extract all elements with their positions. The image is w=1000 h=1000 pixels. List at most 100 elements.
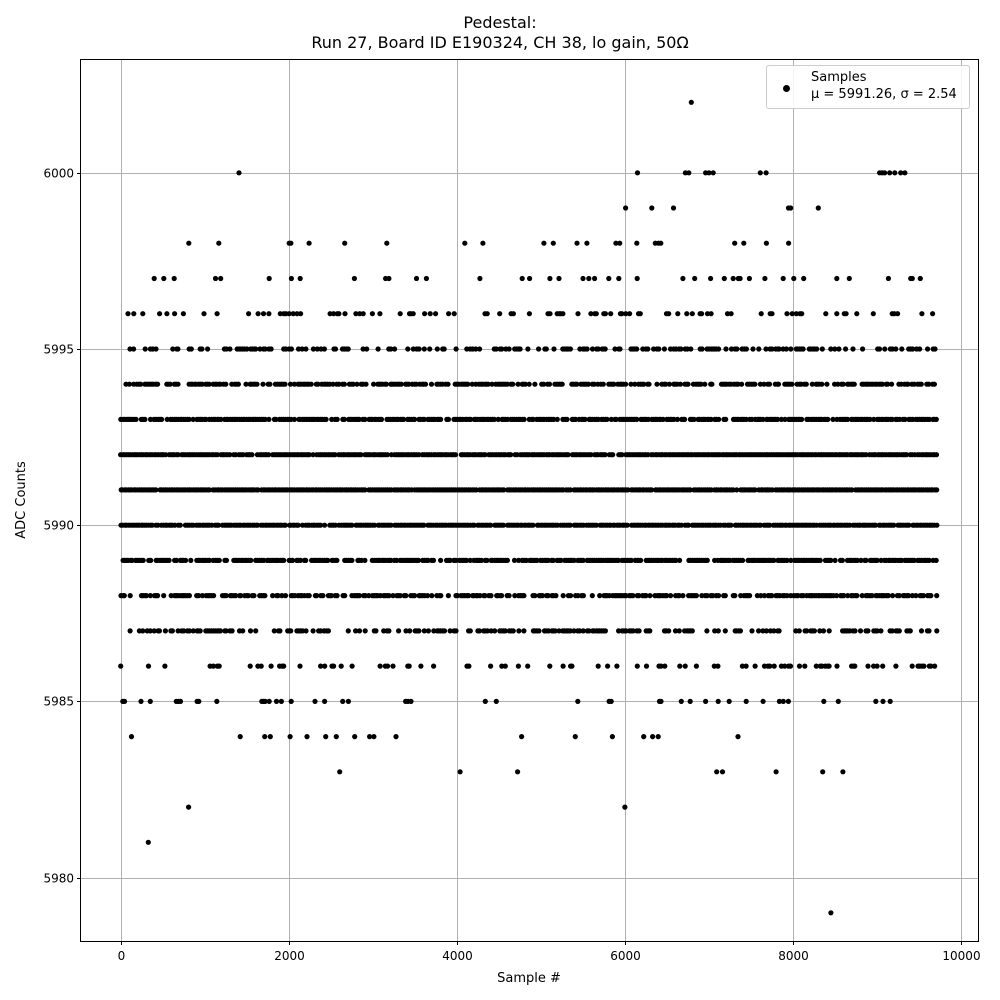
- data-point: [186, 240, 192, 246]
- data-point: [757, 381, 764, 387]
- data-point: [246, 311, 252, 317]
- data-point: [288, 275, 294, 282]
- data-point: [655, 734, 661, 740]
- data-point: [843, 346, 849, 352]
- data-point: [164, 311, 170, 317]
- data-point: [534, 557, 540, 564]
- data-point: [310, 628, 316, 634]
- data-point: [735, 734, 741, 740]
- data-point: [127, 593, 133, 599]
- data-point: [933, 452, 940, 458]
- data-point: [227, 452, 233, 458]
- data-point: [826, 628, 832, 634]
- data-point: [780, 698, 786, 705]
- data-point: [401, 416, 407, 422]
- data-point: [872, 522, 879, 528]
- data-point: [171, 275, 177, 282]
- data-point: [295, 522, 301, 528]
- data-point: [771, 628, 777, 634]
- data-point: [913, 593, 919, 599]
- data-point: [758, 593, 764, 599]
- data-point: [890, 593, 896, 599]
- data-point: [336, 311, 342, 317]
- data-point: [318, 663, 324, 669]
- data-point: [413, 275, 420, 282]
- data-point: [634, 170, 641, 176]
- data-point: [804, 628, 810, 634]
- data-point: [512, 593, 518, 599]
- data-point: [266, 452, 272, 458]
- data-point: [602, 628, 609, 634]
- data-point: [170, 346, 176, 352]
- data-point: [677, 381, 684, 387]
- data-point: [318, 522, 324, 528]
- data-point: [268, 346, 274, 352]
- data-point: [680, 593, 686, 599]
- data-point: [567, 487, 574, 493]
- data-point: [354, 381, 360, 387]
- data-point: [784, 593, 790, 599]
- x-tick-label: 10000: [942, 949, 980, 963]
- data-point: [803, 381, 809, 387]
- data-point: [190, 416, 196, 422]
- data-point: [687, 487, 693, 493]
- data-point: [297, 275, 303, 282]
- data-point: [407, 628, 413, 634]
- data-point: [216, 240, 222, 246]
- data-point: [585, 381, 592, 387]
- data-point: [874, 663, 880, 669]
- data-point: [466, 663, 472, 669]
- data-point: [932, 663, 938, 669]
- data-point: [147, 628, 153, 634]
- data-point: [588, 452, 594, 458]
- data-point: [648, 487, 655, 493]
- data-point: [262, 346, 268, 352]
- data-point: [613, 416, 619, 422]
- data-point: [288, 628, 294, 634]
- data-point: [477, 275, 483, 282]
- data-point: [539, 593, 546, 599]
- data-point: [724, 311, 731, 317]
- data-point: [575, 698, 581, 705]
- data-point: [275, 593, 281, 599]
- data-point: [560, 311, 566, 317]
- data-point: [421, 346, 427, 352]
- data-point: [756, 346, 762, 352]
- data-point: [212, 275, 219, 282]
- data-point: [366, 593, 372, 599]
- data-point: [371, 381, 377, 387]
- data-point: [166, 557, 172, 564]
- data-point: [619, 311, 625, 317]
- data-point: [836, 346, 842, 352]
- data-point: [732, 593, 738, 599]
- data-point: [743, 663, 749, 669]
- data-point: [571, 557, 577, 564]
- data-point: [216, 557, 222, 564]
- data-point: [766, 381, 773, 387]
- data-point: [473, 346, 479, 352]
- data-point: [260, 311, 267, 317]
- data-point: [682, 416, 688, 422]
- data-point: [851, 381, 857, 387]
- data-point: [933, 416, 939, 422]
- data-point: [743, 698, 749, 705]
- data-point: [465, 381, 471, 387]
- data-point: [142, 416, 148, 422]
- data-point: [253, 628, 259, 634]
- data-point: [484, 557, 490, 564]
- data-point: [682, 663, 688, 669]
- data-point: [834, 275, 840, 282]
- data-point: [917, 275, 923, 282]
- data-point: [217, 628, 223, 634]
- data-point: [854, 557, 861, 564]
- data-point: [630, 628, 636, 634]
- data-point: [247, 628, 254, 634]
- data-point: [893, 346, 899, 352]
- data-point: [295, 346, 302, 352]
- data-point: [760, 416, 766, 422]
- data-point: [151, 628, 157, 634]
- data-point: [846, 275, 852, 282]
- data-point: [367, 734, 373, 740]
- data-point: [148, 557, 154, 564]
- data-point: [545, 593, 551, 599]
